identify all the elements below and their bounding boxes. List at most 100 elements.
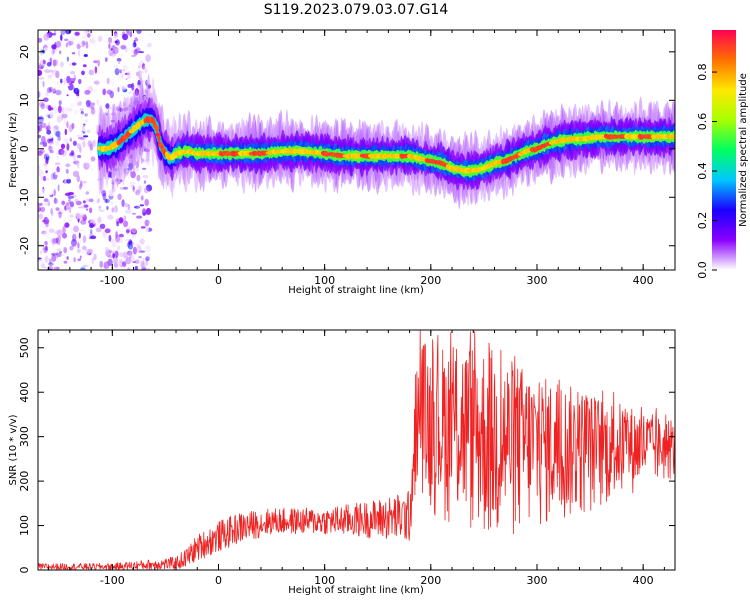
noise-blob: [56, 251, 59, 258]
noise-blob: [97, 59, 100, 67]
noise-blob: [45, 177, 50, 182]
noise-blob: [56, 229, 63, 237]
noise-blob: [128, 251, 132, 259]
noise-blob: [41, 139, 47, 143]
noise-blob: [78, 232, 81, 239]
noise-blob: [73, 87, 80, 95]
noise-blob: [144, 68, 148, 74]
noise-blob: [143, 147, 148, 151]
noise-blob: [131, 219, 136, 224]
noise-blob: [99, 223, 106, 229]
noise-blob: [85, 111, 88, 120]
noise-blob: [136, 34, 142, 40]
colorbar-tick-label: 0.0: [696, 261, 709, 279]
noise-blob: [139, 204, 145, 207]
noise-blob: [93, 123, 97, 131]
noise-blob: [85, 41, 89, 49]
noise-blob: [47, 138, 51, 144]
noise-blob: [54, 266, 57, 270]
noise-blob: [139, 152, 143, 155]
snr-y-axis-label: SNR (10 * v/v): [8, 414, 19, 485]
noise-blob: [132, 246, 137, 255]
noise-blob: [144, 245, 151, 253]
noise-blob: [125, 77, 128, 81]
noise-blob: [109, 80, 114, 85]
noise-blob: [82, 126, 87, 132]
noise-blob: [110, 201, 114, 206]
noise-blob: [146, 160, 151, 166]
noise-blob: [44, 248, 48, 252]
noise-blob: [44, 50, 49, 55]
x-tick-label: 300: [526, 574, 547, 587]
noise-blob: [109, 107, 113, 110]
noise-blob: [92, 102, 96, 106]
spectrogram-frame: [37, 29, 676, 271]
noise-blob: [142, 186, 147, 193]
noise-blob: [54, 131, 60, 137]
noise-blob: [132, 42, 137, 48]
noise-blob: [74, 198, 79, 203]
noise-blob: [142, 63, 146, 70]
noise-blob: [105, 199, 108, 203]
noise-blob: [51, 252, 58, 256]
noise-blob: [52, 88, 57, 94]
noise-blob: [111, 207, 115, 213]
noise-blob: [77, 229, 84, 232]
noise-blob: [50, 238, 57, 244]
noise-blob: [44, 69, 50, 74]
noise-blob: [143, 96, 146, 101]
noise-blob: [66, 56, 69, 62]
noise-blob: [45, 226, 48, 231]
noise-blob: [64, 192, 71, 197]
noise-blob: [142, 175, 149, 179]
noise-blob: [82, 135, 89, 138]
noise-blob: [63, 138, 68, 143]
noise-blob: [124, 161, 129, 169]
snr-panel: -100 0 100 200 300 400 0 100 200 300 400 500 Height…: [8, 329, 676, 596]
noise-blob: [127, 91, 133, 95]
noise-blob: [67, 137, 73, 140]
noise-blob: [142, 208, 147, 217]
x-tick-label: 400: [633, 574, 654, 587]
noise-blob: [136, 215, 143, 219]
noise-blob: [131, 189, 137, 193]
noise-blob: [83, 204, 89, 208]
noise-blob: [117, 245, 120, 251]
noise-blob: [121, 86, 128, 90]
noise-blob: [41, 188, 46, 195]
noise-blob: [102, 230, 107, 238]
noise-blob: [38, 192, 42, 197]
snr-frame: [37, 329, 676, 571]
noise-blob: [136, 84, 142, 88]
noise-blob: [64, 178, 67, 186]
noise-blob: [112, 250, 116, 254]
noise-blob: [147, 220, 150, 225]
noise-blob: [51, 69, 56, 73]
noise-blob: [97, 216, 102, 224]
noise-blob: [142, 79, 146, 83]
noise-blob: [38, 127, 41, 131]
noise-blob: [135, 160, 139, 169]
noise-blob: [76, 249, 81, 253]
noise-blob: [42, 59, 46, 65]
noise-blob: [82, 264, 89, 268]
noise-blob: [89, 137, 93, 143]
noise-blob: [56, 115, 62, 123]
noise-blob: [144, 198, 149, 207]
noise-blob: [53, 105, 58, 114]
noise-blob: [145, 258, 149, 266]
noise-blob: [46, 62, 52, 67]
noise-blob: [38, 259, 44, 263]
noise-blob: [93, 80, 100, 85]
noise-blob: [51, 237, 55, 246]
noise-blob: [81, 36, 88, 41]
noise-blob: [106, 89, 113, 95]
noise-blob: [38, 51, 44, 56]
noise-blob: [51, 86, 57, 93]
noise-blob: [87, 33, 91, 38]
noise-blob: [70, 36, 76, 44]
noise-blob: [63, 38, 69, 42]
noise-blob: [118, 217, 124, 224]
